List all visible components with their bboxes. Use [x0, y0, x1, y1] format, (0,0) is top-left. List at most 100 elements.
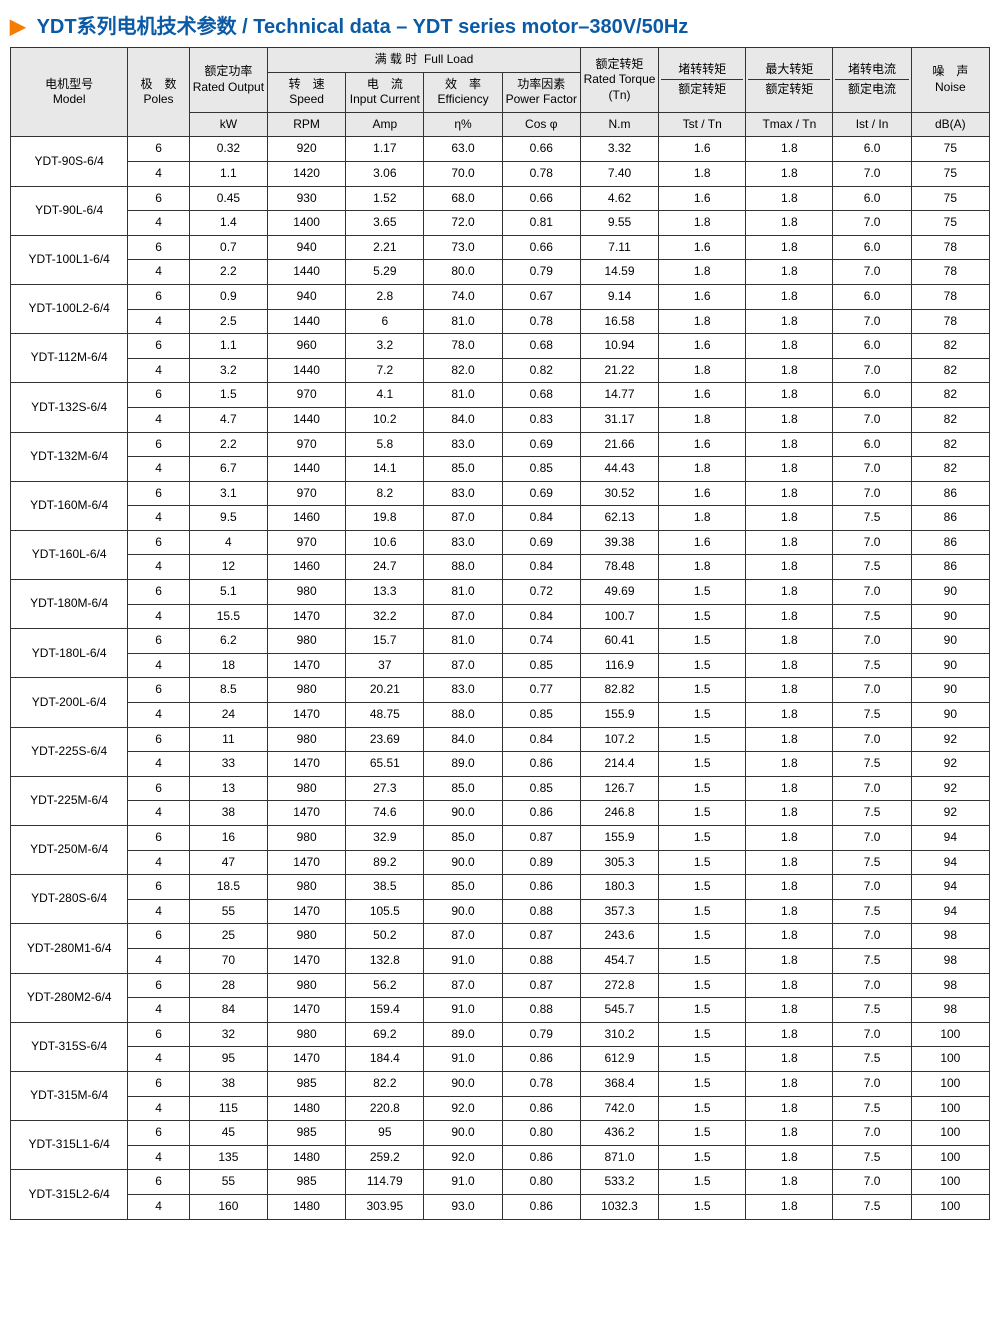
cell-ist: 7.0	[833, 629, 911, 654]
cell-amp: 1.17	[346, 137, 424, 162]
table-row: YDT-315S-6/463298069.289.00.79310.21.51.…	[11, 1022, 990, 1047]
cell-ist: 6.0	[833, 284, 911, 309]
cell-tst: 1.8	[659, 555, 746, 580]
cell-ist: 7.0	[833, 358, 911, 383]
cell-poles: 4	[128, 309, 189, 334]
cell-poles: 6	[128, 1071, 189, 1096]
cell-eff: 91.0	[424, 1047, 502, 1072]
cell-tst: 1.5	[659, 678, 746, 703]
cell-ist: 6.0	[833, 383, 911, 408]
cell-kw: 1.1	[189, 161, 267, 186]
cell-db: 92	[911, 801, 989, 826]
cell-eff: 93.0	[424, 1194, 502, 1219]
cell-rpm: 940	[268, 284, 346, 309]
cell-rpm: 980	[268, 727, 346, 752]
cell-ist: 7.0	[833, 161, 911, 186]
cell-db: 82	[911, 383, 989, 408]
table-row: 447147089.290.00.89305.31.51.87.594	[11, 850, 990, 875]
cell-eff: 74.0	[424, 284, 502, 309]
cell-eff: 90.0	[424, 1071, 502, 1096]
cell-rpm: 1460	[268, 506, 346, 531]
th-unit-rpm: RPM	[268, 112, 346, 137]
table-row: YDT-180M-6/465.198013.381.00.7249.691.51…	[11, 580, 990, 605]
cell-pf: 0.85	[502, 457, 580, 482]
cell-kw: 3.1	[189, 481, 267, 506]
cell-amp: 19.8	[346, 506, 424, 531]
cell-ist: 7.0	[833, 260, 911, 285]
cell-tn: 39.38	[580, 530, 658, 555]
th-tmax: 最大转矩额定转矩	[746, 48, 833, 113]
cell-rpm: 940	[268, 235, 346, 260]
cell-poles: 4	[128, 703, 189, 728]
cell-tst: 1.5	[659, 752, 746, 777]
cell-pf: 0.82	[502, 358, 580, 383]
cell-pf: 0.68	[502, 383, 580, 408]
cell-db: 90	[911, 678, 989, 703]
cell-tmax: 1.8	[746, 432, 833, 457]
cell-rpm: 1440	[268, 407, 346, 432]
cell-amp: 184.4	[346, 1047, 424, 1072]
cell-poles: 6	[128, 1022, 189, 1047]
cell-eff: 83.0	[424, 481, 502, 506]
cell-eff: 90.0	[424, 899, 502, 924]
cell-rpm: 1480	[268, 1145, 346, 1170]
cell-db: 100	[911, 1194, 989, 1219]
table-row: YDT-250M-6/461698032.985.00.87155.91.51.…	[11, 826, 990, 851]
cell-tn: 368.4	[580, 1071, 658, 1096]
cell-rpm: 920	[268, 137, 346, 162]
cell-rpm: 1470	[268, 752, 346, 777]
cell-db: 75	[911, 137, 989, 162]
cell-amp: 303.95	[346, 1194, 424, 1219]
cell-eff: 92.0	[424, 1145, 502, 1170]
cell-kw: 2.5	[189, 309, 267, 334]
cell-tmax: 1.8	[746, 826, 833, 851]
cell-amp: 15.7	[346, 629, 424, 654]
cell-pf: 0.85	[502, 703, 580, 728]
table-row: 424147048.7588.00.85155.91.51.87.590	[11, 703, 990, 728]
cell-amp: 37	[346, 653, 424, 678]
cell-eff: 83.0	[424, 678, 502, 703]
cell-rpm: 1440	[268, 260, 346, 285]
cell-tmax: 1.8	[746, 309, 833, 334]
table-row: YDT-100L1-6/460.79402.2173.00.667.111.61…	[11, 235, 990, 260]
cell-tn: 3.32	[580, 137, 658, 162]
cell-poles: 4	[128, 998, 189, 1023]
cell-tst: 1.6	[659, 481, 746, 506]
cell-tst: 1.5	[659, 604, 746, 629]
cell-rpm: 980	[268, 629, 346, 654]
cell-db: 75	[911, 211, 989, 236]
cell-poles: 4	[128, 161, 189, 186]
cell-tmax: 1.8	[746, 137, 833, 162]
cell-kw: 18.5	[189, 875, 267, 900]
table-row: 41151480220.892.00.86742.01.51.87.5100	[11, 1096, 990, 1121]
cell-model: YDT-280M1-6/4	[11, 924, 128, 973]
cell-ist: 7.5	[833, 948, 911, 973]
cell-ist: 7.0	[833, 530, 911, 555]
title-arrow-icon: ▶	[10, 16, 25, 38]
cell-model: YDT-90S-6/4	[11, 137, 128, 186]
cell-tn: 82.82	[580, 678, 658, 703]
cell-tst: 1.8	[659, 457, 746, 482]
table-row: YDT-315M-6/463898582.290.00.78368.41.51.…	[11, 1071, 990, 1096]
cell-kw: 12	[189, 555, 267, 580]
cell-tst: 1.5	[659, 973, 746, 998]
cell-ist: 7.5	[833, 653, 911, 678]
cell-tmax: 1.8	[746, 1047, 833, 1072]
cell-poles: 4	[128, 211, 189, 236]
cell-ist: 7.5	[833, 801, 911, 826]
cell-poles: 4	[128, 752, 189, 777]
cell-kw: 0.45	[189, 186, 267, 211]
cell-eff: 68.0	[424, 186, 502, 211]
table-body: YDT-90S-6/460.329201.1763.00.663.321.61.…	[11, 137, 990, 1219]
cell-pf: 0.84	[502, 506, 580, 531]
cell-tst: 1.5	[659, 875, 746, 900]
cell-db: 98	[911, 948, 989, 973]
cell-pf: 0.78	[502, 1071, 580, 1096]
table-row: YDT-100L2-6/460.99402.874.00.679.141.61.…	[11, 284, 990, 309]
cell-eff: 80.0	[424, 260, 502, 285]
cell-model: YDT-180M-6/4	[11, 580, 128, 629]
cell-amp: 23.69	[346, 727, 424, 752]
cell-tst: 1.5	[659, 924, 746, 949]
table-row: 412146024.788.00.8478.481.81.87.586	[11, 555, 990, 580]
cell-db: 78	[911, 235, 989, 260]
